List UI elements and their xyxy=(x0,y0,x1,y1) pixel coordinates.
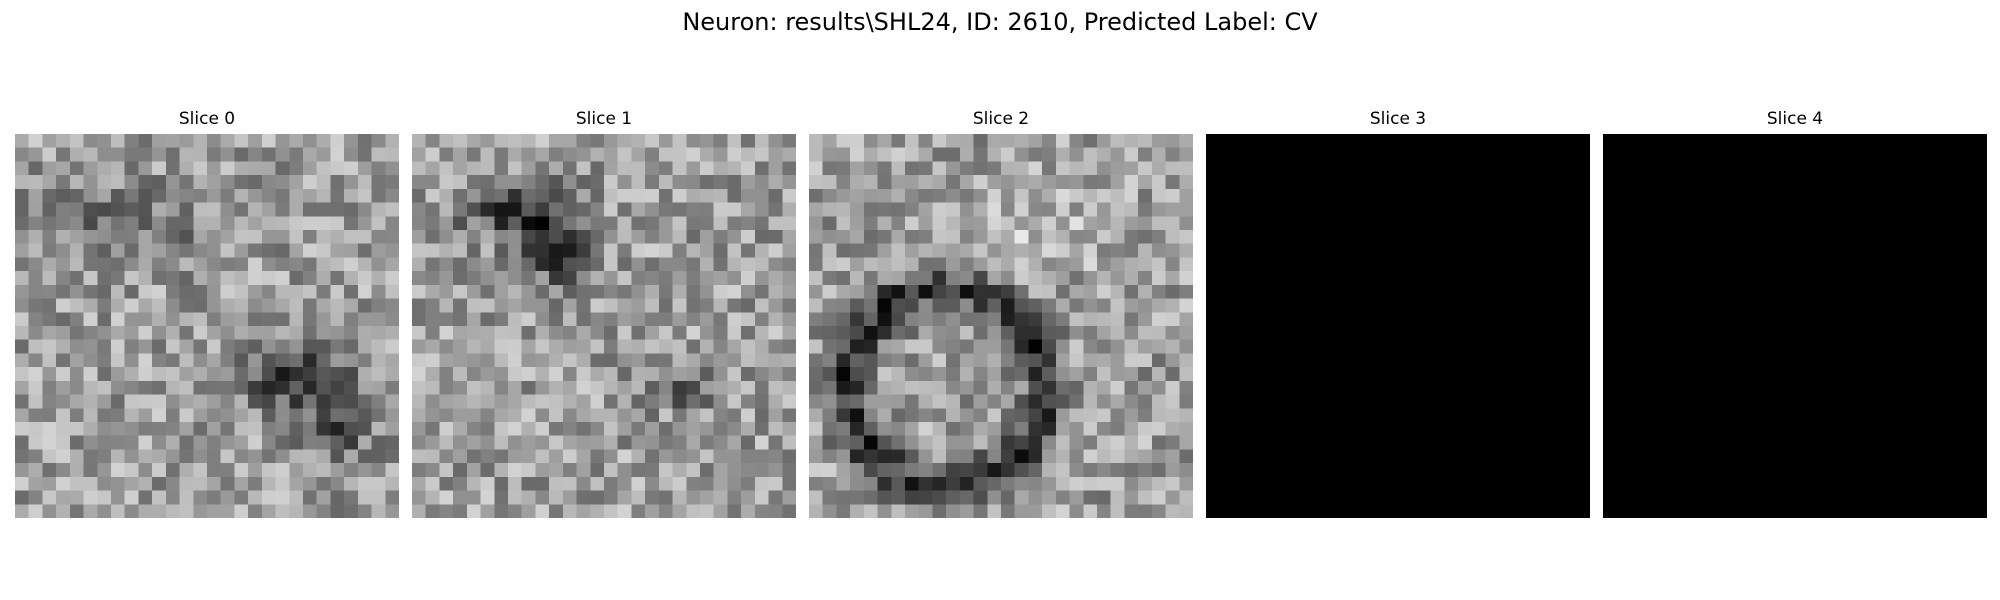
slice-panel-4: Slice 4 xyxy=(1603,108,1987,520)
figure-title: Neuron: results\SHL24, ID: 2610, Predict… xyxy=(682,8,1318,36)
slice-panel-0: Slice 0 xyxy=(15,108,399,520)
slice-panel-2: Slice 2 xyxy=(809,108,1193,520)
slice-panel-3: Slice 3 xyxy=(1206,108,1590,520)
slice-panel-1: Slice 1 xyxy=(412,108,796,520)
slice-image-3 xyxy=(1206,134,1590,518)
slice-title-0: Slice 0 xyxy=(178,109,236,129)
slice-title-2: Slice 2 xyxy=(972,109,1030,129)
slice-title-3: Slice 3 xyxy=(1369,109,1427,129)
slice-title-1: Slice 1 xyxy=(575,109,633,129)
slice-image-2 xyxy=(809,134,1193,518)
slice-image-0 xyxy=(15,134,399,518)
slice-title-4: Slice 4 xyxy=(1766,109,1824,129)
slice-image-4 xyxy=(1603,134,1987,518)
slice-image-1 xyxy=(412,134,796,518)
